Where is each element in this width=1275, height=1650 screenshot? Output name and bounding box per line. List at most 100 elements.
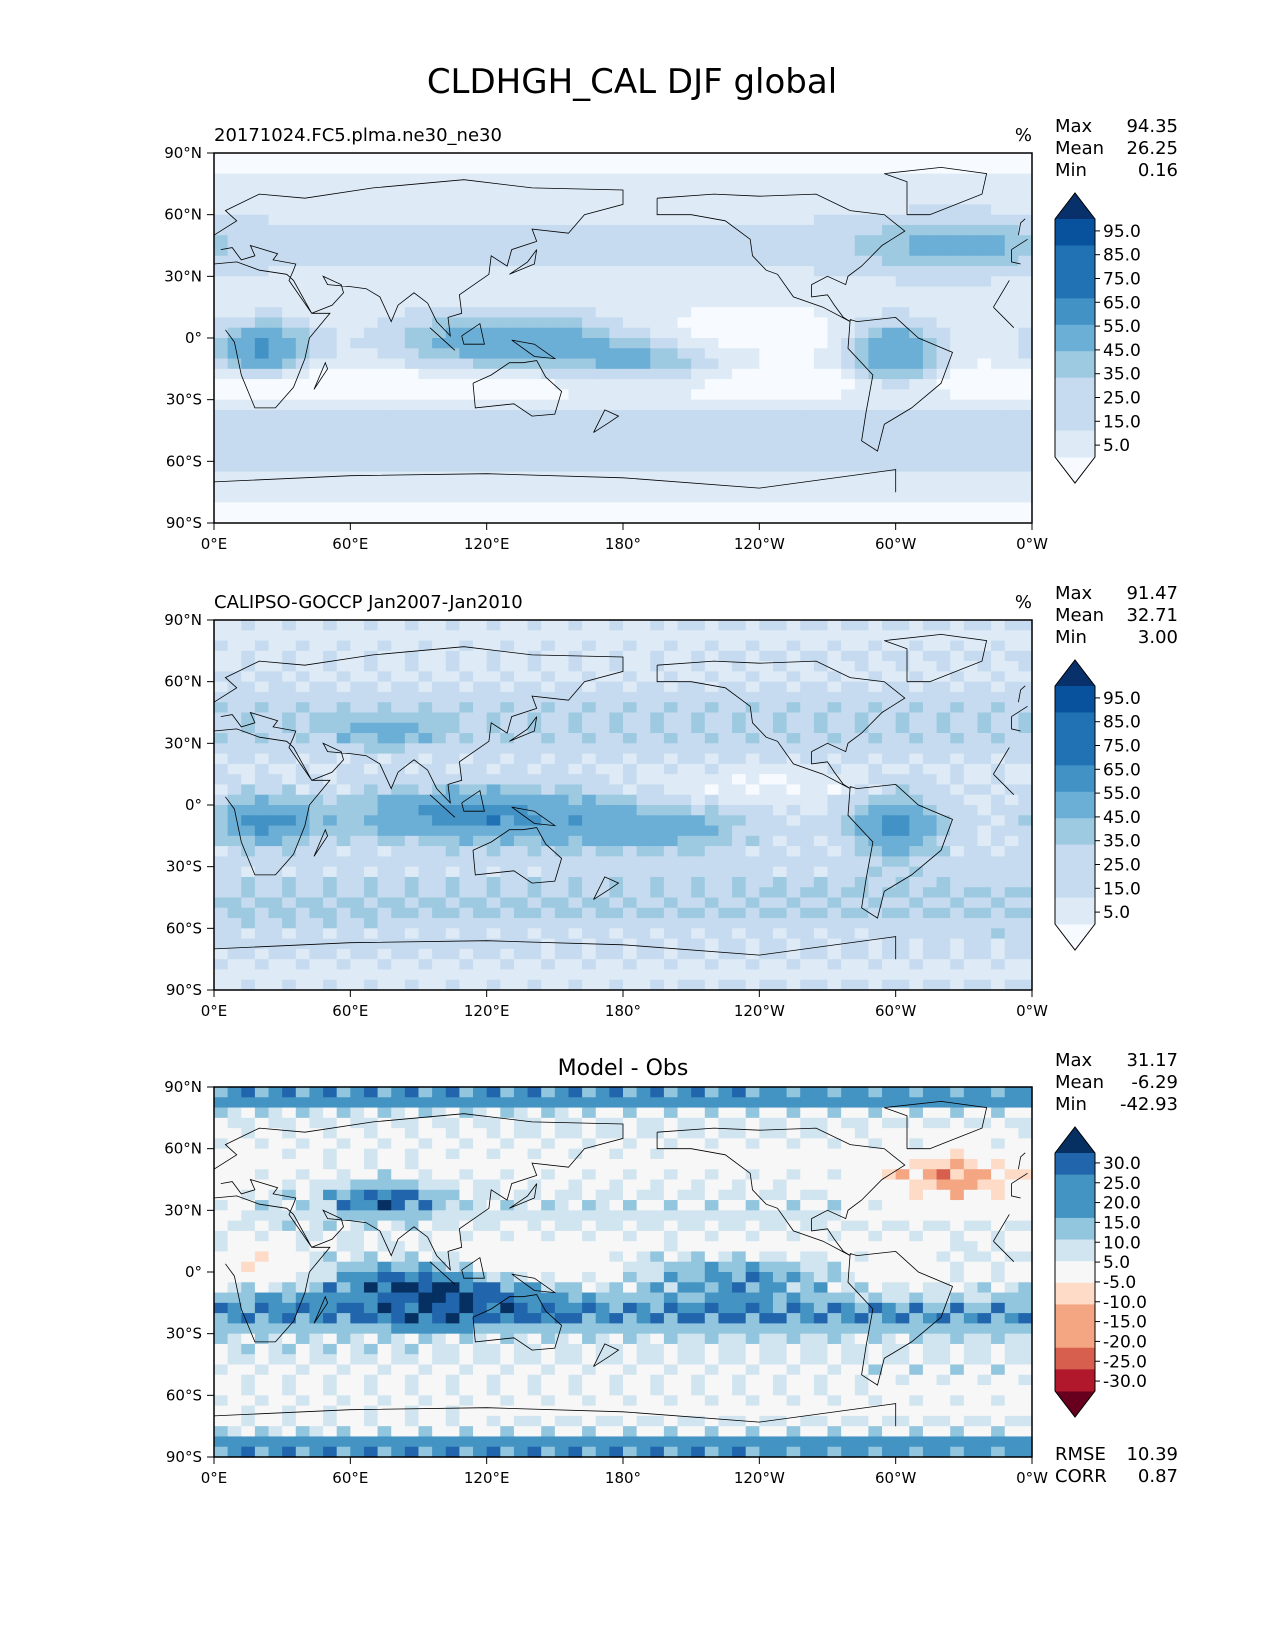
field-cell: [759, 307, 774, 319]
field-cell: [377, 389, 392, 401]
field-cell: [922, 1148, 938, 1160]
field-cell: [868, 928, 883, 940]
field-cell: [663, 876, 679, 888]
field-cell: [295, 214, 311, 226]
field-cell: [745, 266, 760, 277]
colorbar-tick-label: 25.0: [1103, 389, 1141, 409]
field-cell: [459, 753, 474, 765]
field-cell: [704, 671, 720, 683]
field-cell: [295, 338, 311, 349]
field-cell: [854, 722, 869, 734]
colorbar-tick-label: 55.0: [1103, 317, 1141, 337]
field-cell: [772, 743, 788, 755]
field-cell: [854, 502, 869, 514]
field-cell: [636, 368, 651, 380]
field-cell: [936, 938, 951, 950]
field-cell: [663, 1158, 679, 1170]
field-cell: [677, 959, 692, 971]
field-cell: [841, 307, 856, 319]
field-cell: [895, 163, 910, 175]
field-cell: [323, 733, 338, 744]
field-cell: [909, 358, 924, 370]
field-cell: [745, 733, 760, 744]
field-cell: [391, 979, 406, 991]
field-cell: [1018, 722, 1033, 734]
field-cell: [418, 1158, 433, 1170]
field-cell: [432, 722, 447, 734]
field-cell: [650, 1158, 665, 1170]
field-cell: [582, 1148, 597, 1160]
field-cell: [513, 866, 529, 878]
field-cell: [922, 794, 938, 806]
field-cell: [609, 296, 624, 308]
field-cell: [432, 276, 447, 288]
field-cell: [609, 481, 624, 493]
field-cell: [950, 1117, 965, 1129]
field-cell: [732, 856, 747, 868]
field-cell: [882, 255, 897, 267]
field-cell: [772, 722, 788, 734]
field-cell: [214, 887, 229, 899]
field-cell: [704, 702, 720, 714]
field-cell: [936, 650, 951, 662]
field-cell: [636, 307, 651, 319]
field-cell: [486, 969, 501, 981]
field-cell: [295, 907, 311, 919]
field-cell: [323, 805, 338, 816]
field-cell: [363, 368, 379, 380]
field-cell: [963, 440, 979, 452]
field-cell: [991, 712, 1006, 724]
field-cell: [363, 815, 379, 827]
field-cell: [486, 763, 501, 775]
field-cell: [609, 815, 624, 827]
field-cell: [541, 620, 556, 631]
field-cell: [214, 866, 229, 878]
field-cell: [445, 948, 460, 960]
field-cell: [841, 327, 856, 339]
field-cell: [800, 959, 815, 971]
field-cell: [895, 681, 910, 693]
field-cell: [977, 451, 992, 462]
field-cell: [214, 255, 229, 267]
field-cell: [691, 307, 706, 319]
field-cell: [309, 897, 324, 909]
field-cell: [391, 1128, 406, 1139]
field-cell: [404, 307, 420, 319]
field-cell: [582, 461, 597, 473]
field-cell: [254, 979, 270, 991]
field-cell: [404, 753, 420, 765]
field-cell: [936, 1097, 951, 1109]
field-cell: [282, 461, 297, 473]
field-cell: [568, 640, 583, 652]
field-cell: [895, 502, 910, 514]
field-cell: [704, 1138, 720, 1150]
field-cell: [268, 702, 283, 714]
field-cell: [377, 691, 392, 703]
field-cell: [663, 471, 679, 483]
field-cell: [827, 691, 842, 703]
field-cell: [404, 907, 420, 919]
field-cell: [718, 733, 733, 744]
field-cell: [732, 461, 747, 473]
field-cell: [882, 948, 897, 960]
field-cell: [623, 815, 638, 827]
field-cell: [950, 461, 965, 473]
field-cell: [991, 815, 1006, 827]
field-cell: [214, 630, 229, 642]
field-cell: [882, 153, 897, 164]
field-cell: [391, 640, 406, 652]
field-cell: [745, 887, 760, 899]
field-cell: [909, 338, 924, 349]
colorbar-tick-label: 75.0: [1103, 270, 1141, 290]
field-cell: [309, 979, 324, 991]
field-cell: [282, 307, 297, 319]
field-cell: [391, 774, 406, 786]
field-cell: [882, 317, 897, 329]
field-cell: [677, 461, 692, 473]
field-cell: [486, 481, 501, 493]
field-cell: [977, 856, 992, 868]
field-cell: [827, 825, 842, 837]
field-cell: [473, 743, 488, 755]
field-cell: [977, 702, 992, 714]
field-cell: [623, 358, 638, 370]
